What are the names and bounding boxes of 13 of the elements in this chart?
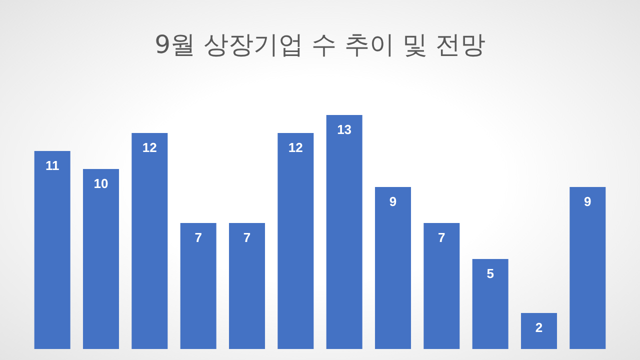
data-label: 13 bbox=[337, 122, 352, 138]
data-label: 9 bbox=[584, 194, 592, 210]
data-label: 9 bbox=[389, 194, 397, 210]
data-label: 2 bbox=[535, 320, 543, 336]
chart-title: 9월 상장기업 수 추이 및 전망 bbox=[154, 29, 486, 61]
data-label: 12 bbox=[288, 140, 303, 156]
data-label: 7 bbox=[243, 230, 251, 246]
data-label: 10 bbox=[94, 176, 108, 192]
data-label: 12 bbox=[142, 140, 157, 156]
data-label: 11 bbox=[45, 158, 60, 174]
data-label: 7 bbox=[438, 230, 446, 246]
data-label: 5 bbox=[486, 266, 494, 282]
data-label: 7 bbox=[194, 230, 202, 246]
